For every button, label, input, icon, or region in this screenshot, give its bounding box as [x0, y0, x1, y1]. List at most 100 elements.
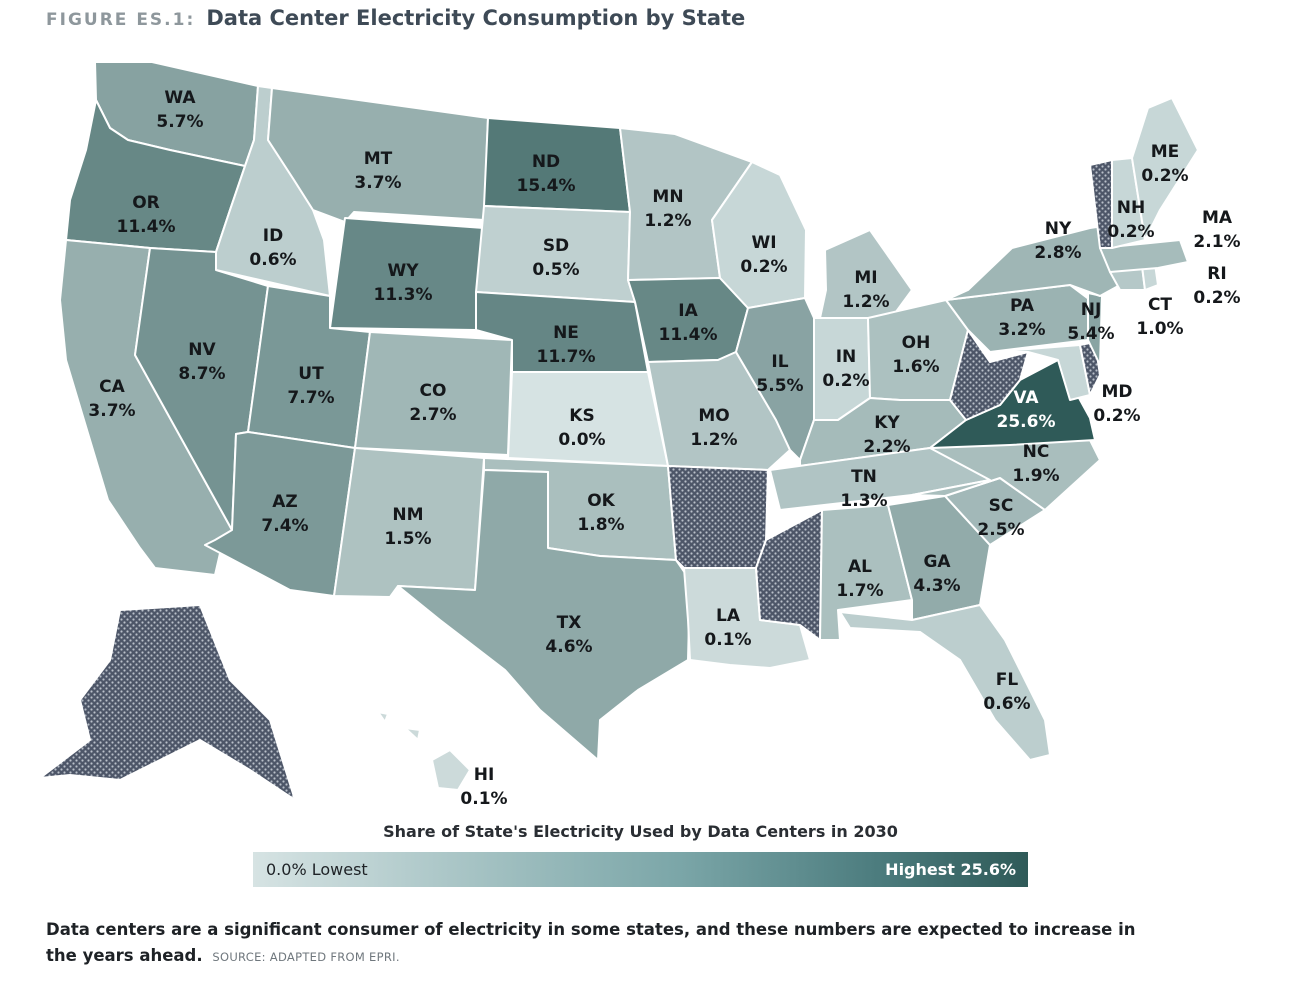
- state-label-oh: OH: [902, 333, 931, 353]
- legend-gradient-bar: 0.0% Lowest Highest 25.6%: [253, 852, 1028, 887]
- state-value-ut: 7.7%: [287, 388, 334, 408]
- state-value-ia: 11.4%: [659, 325, 718, 345]
- state-value-ma: 2.1%: [1193, 232, 1240, 252]
- state-label-or: OR: [132, 193, 160, 213]
- state-value-ky: 2.2%: [863, 437, 910, 457]
- state-label-nj: NJ: [1081, 300, 1102, 320]
- state-value-az: 7.4%: [261, 516, 308, 536]
- state-wv: [949, 329, 1029, 421]
- state-label-ne: NE: [553, 323, 579, 343]
- state-label-ia: IA: [678, 301, 698, 321]
- state-label-ut: UT: [298, 364, 324, 384]
- state-label-al: AL: [848, 557, 872, 577]
- state-value-wa: 5.7%: [156, 112, 203, 132]
- state-label-va: VA: [1013, 388, 1039, 408]
- state-value-nm: 1.5%: [384, 529, 431, 549]
- state-label-wa: WA: [164, 88, 196, 108]
- state-label-mo: MO: [698, 406, 729, 426]
- state-label-wi: WI: [751, 233, 776, 253]
- state-value-ne: 11.7%: [537, 347, 596, 367]
- state-value-mn: 1.2%: [644, 211, 691, 231]
- state-label-la: LA: [716, 606, 741, 626]
- state-label-ga: GA: [923, 552, 951, 572]
- state-value-ok: 1.8%: [577, 515, 624, 535]
- state-label-ks: KS: [569, 406, 594, 426]
- state-value-nj: 5.4%: [1067, 324, 1114, 344]
- caption-source: SOURCE: ADAPTED FROM EPRI.: [212, 950, 400, 964]
- state-value-nv: 8.7%: [178, 364, 225, 384]
- state-value-wy: 11.3%: [374, 285, 433, 305]
- state-label-me: ME: [1151, 142, 1180, 162]
- state-ny: [945, 224, 1121, 301]
- figure-header: FIGURE ES.1: Data Center Electricity Con…: [46, 6, 745, 30]
- state-hi: [377, 711, 471, 791]
- state-label-id: ID: [263, 226, 283, 246]
- state-label-sd: SD: [543, 236, 569, 256]
- state-label-hi: HI: [474, 765, 495, 785]
- state-ak: [39, 604, 296, 801]
- state-label-mt: MT: [364, 149, 393, 169]
- state-value-id: 0.6%: [249, 250, 296, 270]
- state-value-tn: 1.3%: [840, 491, 887, 511]
- state-value-ny: 2.8%: [1034, 243, 1081, 263]
- state-wi: [711, 161, 807, 309]
- state-label-az: AZ: [272, 492, 297, 512]
- state-value-mi: 1.2%: [842, 292, 889, 312]
- state-value-tx: 4.6%: [545, 637, 592, 657]
- state-fl: [839, 604, 1051, 761]
- state-label-nh: NH: [1117, 198, 1145, 218]
- state-label-ny: NY: [1045, 219, 1072, 239]
- state-value-la: 0.1%: [704, 630, 751, 650]
- state-value-ca: 3.7%: [88, 401, 135, 421]
- state-value-pa: 3.2%: [998, 320, 1045, 340]
- state-label-nv: NV: [188, 340, 216, 360]
- state-label-co: CO: [420, 381, 447, 401]
- state-value-sc: 2.5%: [977, 520, 1024, 540]
- state-value-co: 2.7%: [409, 405, 456, 425]
- legend-low-label: 0.0% Lowest: [266, 860, 368, 879]
- us-choropleth-map: WA 5.7% OR 11.4% CA 3.7% ID 0.6% NV 8.7% MT 3.7% WY 1…: [39, 61, 1241, 809]
- state-value-md: 0.2%: [1093, 406, 1140, 426]
- caption-text: Data centers are a significant consumer …: [46, 920, 1136, 965]
- state-label-nc: NC: [1023, 442, 1050, 462]
- state-label-wy: WY: [387, 261, 419, 281]
- state-value-nh: 0.2%: [1107, 222, 1154, 242]
- state-label-tx: TX: [557, 613, 582, 633]
- legend-high-label: Highest 25.6%: [885, 860, 1016, 879]
- state-value-me: 0.2%: [1141, 166, 1188, 186]
- state-value-fl: 0.6%: [983, 694, 1030, 714]
- state-value-il: 5.5%: [756, 376, 803, 396]
- state-label-ca: CA: [99, 377, 125, 397]
- state-label-nd: ND: [532, 152, 560, 172]
- state-label-ri: RI: [1207, 264, 1226, 284]
- state-value-nc: 1.9%: [1012, 466, 1059, 486]
- state-value-oh: 1.6%: [892, 357, 939, 377]
- state-label-in: IN: [836, 347, 857, 367]
- state-label-md: MD: [1101, 382, 1132, 402]
- state-label-tn: TN: [851, 467, 877, 487]
- state-value-mo: 1.2%: [690, 430, 737, 450]
- state-value-ga: 4.3%: [913, 576, 960, 596]
- state-value-ri: 0.2%: [1193, 288, 1240, 308]
- figure-title: Data Center Electricity Consumption by S…: [206, 6, 746, 30]
- state-label-mn: MN: [652, 187, 683, 207]
- state-label-ma: MA: [1202, 208, 1233, 228]
- state-label-ct: CT: [1148, 295, 1172, 315]
- legend-title: Share of State's Electricity Used by Dat…: [383, 822, 898, 841]
- state-label-nm: NM: [392, 505, 423, 525]
- state-value-al: 1.7%: [836, 581, 883, 601]
- state-tx: [397, 469, 691, 761]
- state-nc: [911, 439, 1101, 511]
- state-value-ks: 0.0%: [558, 430, 605, 450]
- state-ma: [1099, 239, 1189, 273]
- state-label-il: IL: [771, 352, 788, 372]
- state-value-va: 25.6%: [997, 412, 1056, 432]
- state-me: [1131, 97, 1199, 241]
- figure-label: FIGURE ES.1:: [46, 10, 196, 30]
- state-label-ok: OK: [587, 491, 615, 511]
- state-value-ct: 1.0%: [1136, 319, 1183, 339]
- state-value-sd: 0.5%: [532, 260, 579, 280]
- state-value-or: 11.4%: [117, 217, 176, 237]
- state-value-hi: 0.1%: [460, 789, 507, 809]
- state-value-wi: 0.2%: [740, 257, 787, 277]
